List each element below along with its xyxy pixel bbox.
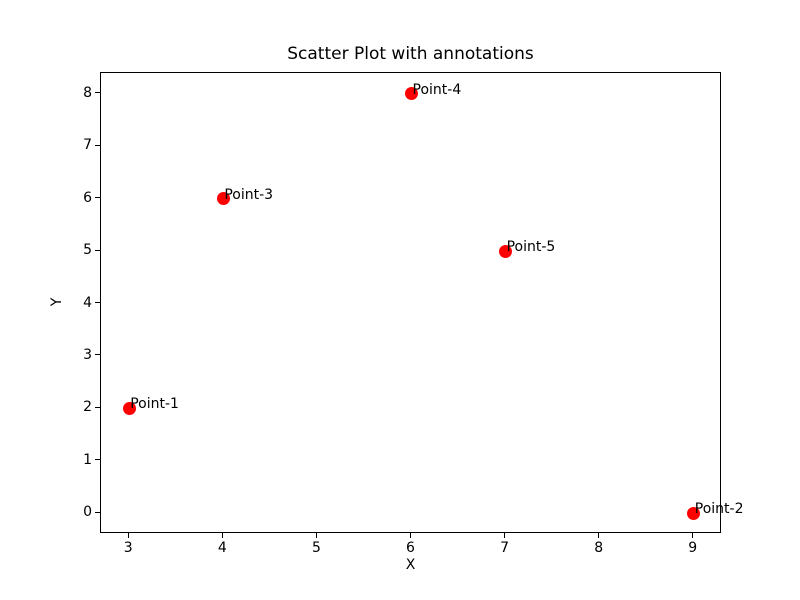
point-annotation: Point-4 bbox=[412, 81, 462, 98]
point-annotation: Point-1 bbox=[130, 396, 179, 413]
y-tick-label: 5 bbox=[83, 242, 92, 259]
x-axis-label: X bbox=[405, 557, 416, 573]
x-tick-mark bbox=[692, 533, 694, 538]
y-tick-label: 8 bbox=[83, 84, 92, 101]
chart-title: Scatter Plot with annotations bbox=[287, 44, 534, 64]
x-tick-mark bbox=[598, 533, 600, 538]
point-annotation: Point-3 bbox=[224, 186, 274, 203]
y-tick-mark bbox=[95, 406, 100, 408]
y-tick-label: 6 bbox=[83, 189, 92, 206]
x-tick-label: 7 bbox=[500, 540, 510, 556]
scatter-point bbox=[405, 87, 418, 101]
y-tick-mark bbox=[95, 511, 100, 513]
plot-area: Point-1 Point-2 Point-3 Point-4 Point-5 bbox=[100, 72, 744, 533]
x-tick-mark bbox=[315, 533, 317, 538]
point-annotation: Point-5 bbox=[506, 239, 556, 256]
y-tick-mark bbox=[95, 459, 100, 461]
y-tick-mark bbox=[95, 144, 100, 146]
y-tick-mark bbox=[95, 197, 100, 199]
y-tick-label: 2 bbox=[83, 399, 92, 416]
x-tick-label: 9 bbox=[688, 540, 698, 556]
x-tick-label: 6 bbox=[406, 540, 415, 556]
scatter-point bbox=[122, 401, 136, 415]
scatter-point bbox=[687, 506, 701, 520]
x-tick-label: 8 bbox=[594, 540, 604, 556]
y-tick-label: 1 bbox=[83, 451, 92, 468]
x-tick-label: 5 bbox=[311, 540, 321, 556]
y-tick-label: 3 bbox=[83, 346, 92, 363]
x-tick-mark bbox=[410, 533, 411, 538]
x-tick-label: 4 bbox=[217, 540, 227, 556]
scatter-point bbox=[499, 244, 513, 258]
x-tick-mark bbox=[221, 533, 223, 538]
x-tick-mark bbox=[504, 533, 506, 538]
y-tick-mark bbox=[95, 302, 100, 303]
y-tick-label: 7 bbox=[83, 137, 92, 154]
y-tick-mark bbox=[95, 249, 100, 251]
y-tick-mark bbox=[95, 354, 100, 356]
x-tick-mark bbox=[127, 533, 129, 538]
y-tick-label: 0 bbox=[83, 504, 92, 521]
y-tick-label: 4 bbox=[83, 294, 92, 311]
point-annotation: Point-2 bbox=[694, 501, 744, 518]
x-tick-label: 3 bbox=[123, 540, 133, 556]
y-tick-mark bbox=[95, 92, 100, 94]
scatter-point bbox=[216, 192, 230, 206]
